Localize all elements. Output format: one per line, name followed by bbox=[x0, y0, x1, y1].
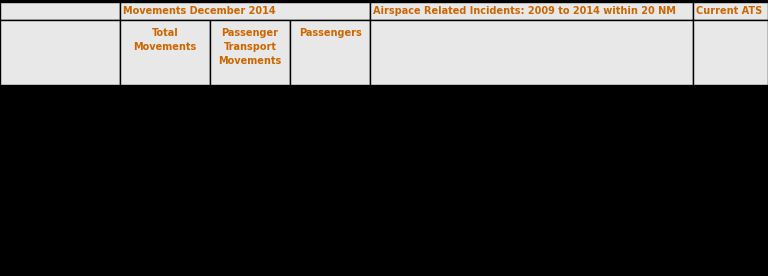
Bar bbox=[370, 20, 693, 85]
Bar bbox=[693, 20, 768, 85]
Bar bbox=[0, 20, 120, 85]
Text: Movements December 2014: Movements December 2014 bbox=[123, 6, 276, 16]
Bar bbox=[0, 2, 120, 20]
Bar bbox=[290, 20, 370, 85]
Text: Airspace Related Incidents: 2009 to 2014 within 20 NM: Airspace Related Incidents: 2009 to 2014… bbox=[373, 6, 676, 16]
Text: Total
Movements: Total Movements bbox=[134, 28, 197, 52]
Bar bbox=[210, 20, 290, 85]
Text: Current ATS: Current ATS bbox=[696, 6, 763, 16]
Bar bbox=[370, 2, 693, 20]
Bar bbox=[120, 2, 370, 20]
Text: Passengers: Passengers bbox=[299, 28, 362, 38]
Bar bbox=[693, 2, 768, 20]
Bar bbox=[120, 20, 210, 85]
Text: Passenger
Transport
Movements: Passenger Transport Movements bbox=[218, 28, 282, 66]
